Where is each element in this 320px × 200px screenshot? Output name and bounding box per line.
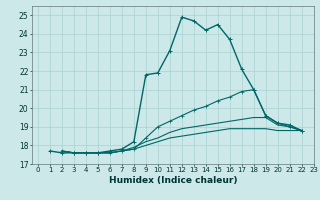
- X-axis label: Humidex (Indice chaleur): Humidex (Indice chaleur): [108, 176, 237, 185]
